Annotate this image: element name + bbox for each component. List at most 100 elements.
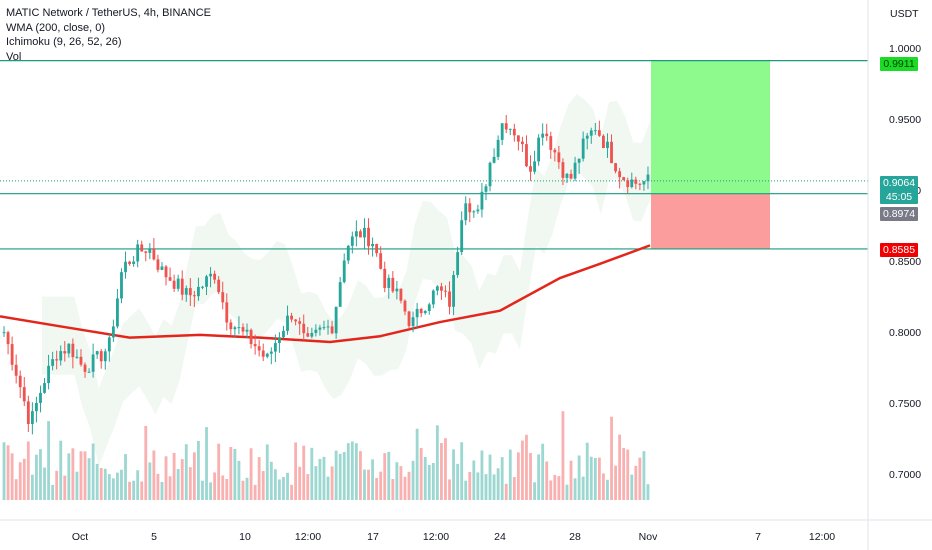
volume-bar <box>431 463 435 500</box>
candle-body <box>302 323 306 334</box>
volume-bar <box>120 469 123 500</box>
volume-bar <box>593 457 597 500</box>
candle-body <box>618 171 622 178</box>
volume-bar <box>265 444 269 500</box>
candle-body <box>217 279 221 293</box>
indicator-wma[interactable]: WMA (200, close, 0) <box>6 21 106 34</box>
candles <box>2 114 650 435</box>
volume-bar <box>460 442 464 500</box>
volume-bar <box>75 471 79 500</box>
volume-bar <box>399 466 403 500</box>
candle-body <box>140 244 144 252</box>
volume-bar <box>111 478 115 500</box>
candle-body <box>322 327 326 329</box>
candle-body <box>249 329 253 345</box>
candle-body <box>91 354 95 372</box>
time-tick-2: 10 <box>239 531 251 543</box>
volume-bar <box>472 460 476 500</box>
volume-bar <box>626 449 630 500</box>
volume-bar <box>103 468 107 500</box>
volume-bar <box>363 469 366 500</box>
volume-bar <box>468 471 472 500</box>
volume-bar <box>334 450 338 500</box>
candle-body <box>318 327 322 330</box>
candle-body <box>310 332 314 337</box>
volume-bar <box>338 453 342 500</box>
candle-body <box>545 133 549 137</box>
candle-body <box>156 259 160 270</box>
candle-body <box>253 344 257 347</box>
candle-body <box>634 179 638 184</box>
volume-bar <box>184 444 188 500</box>
candle-body <box>172 280 176 289</box>
volume-bar <box>342 452 346 500</box>
candle-body <box>22 387 26 402</box>
indicator-ichimoku[interactable]: Ichimoku (9, 26, 52, 26) <box>6 36 122 48</box>
candle-body <box>585 135 589 139</box>
volume-bar <box>43 467 46 500</box>
candle-body <box>638 183 642 185</box>
candle-body <box>597 130 601 136</box>
candle-body <box>6 332 10 345</box>
position-zones <box>651 60 770 249</box>
volume-bar <box>306 474 310 500</box>
symbol-title[interactable]: MATIC Network / TetherUS, 4h, BINANCE <box>6 7 211 19</box>
candle-body <box>338 282 342 307</box>
volume-bar <box>278 479 281 500</box>
volume-bar <box>456 463 460 500</box>
volume-bar <box>124 454 127 500</box>
candle-body <box>192 295 196 297</box>
price-tick-5: 0.7500 <box>889 398 921 410</box>
volume-bar <box>233 448 237 500</box>
volume-bar <box>22 458 26 500</box>
candle-body <box>188 288 192 296</box>
volume-bar <box>35 454 38 500</box>
candle-body <box>2 332 6 334</box>
candle-body <box>593 130 597 132</box>
candle-body <box>529 166 532 172</box>
volume-bar <box>346 443 350 500</box>
volume-bar <box>375 477 379 500</box>
volume-bar <box>144 425 148 500</box>
volume-bar <box>140 481 144 500</box>
volume-bar <box>618 434 622 500</box>
candle-body <box>395 288 399 292</box>
candle-body <box>180 278 184 295</box>
time-axis: Oct 5 10 12:00 17 12:00 24 28 Nov 7 12:00 <box>72 531 835 543</box>
current-price-tag: 0.9064 45:05 <box>880 176 918 204</box>
volume-bar <box>630 474 634 500</box>
volume-bar <box>168 476 172 500</box>
volume-bar <box>614 465 617 500</box>
volume-bar <box>95 463 99 500</box>
volume-bar <box>464 480 468 500</box>
candle-body <box>55 359 59 361</box>
candle-body <box>521 141 524 145</box>
candle-body <box>237 327 241 329</box>
candle-body <box>537 137 541 162</box>
price-tick-3: 0.8500 <box>889 256 921 268</box>
volume-bar <box>529 453 532 500</box>
candle-body <box>221 292 225 303</box>
volume-bar <box>383 453 387 500</box>
volume-bar <box>282 476 285 500</box>
volume-bar <box>47 421 50 500</box>
volume-bar <box>39 449 42 500</box>
volume-bar <box>269 461 273 500</box>
volume-bar <box>310 447 314 500</box>
volume-bar <box>18 462 22 500</box>
candle-body <box>622 177 626 181</box>
volume-bar <box>273 469 277 500</box>
candle-body <box>642 181 646 185</box>
volume-bar <box>148 462 152 500</box>
candle-body <box>403 300 407 312</box>
candle-body <box>516 135 520 142</box>
currency-label: USDT <box>890 8 919 20</box>
candle-body <box>205 276 208 287</box>
volume-bar <box>488 454 492 500</box>
candle-body <box>557 152 561 163</box>
indicator-vol[interactable]: Vol <box>6 50 22 63</box>
volume-bar <box>557 476 561 500</box>
volume-bar <box>26 441 30 500</box>
candle-body <box>444 290 447 292</box>
